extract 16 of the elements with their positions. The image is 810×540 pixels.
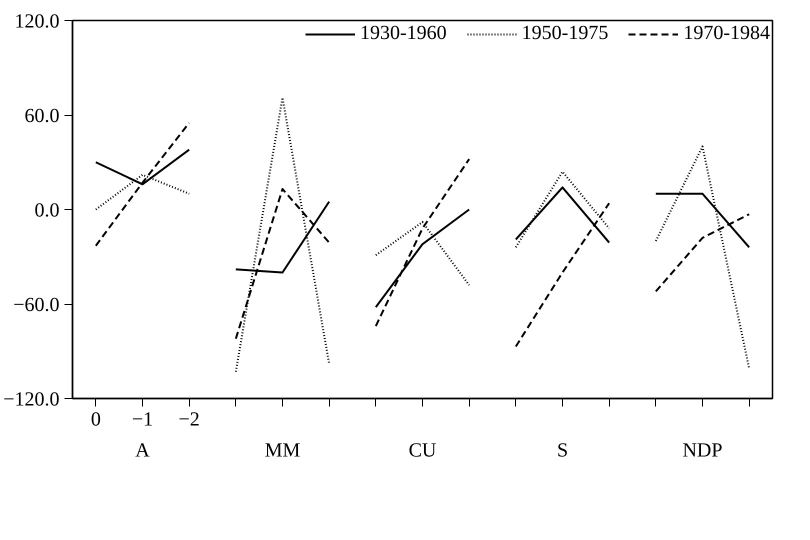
- x-tick-label: 0: [90, 408, 101, 430]
- y-tick-label: −120.0: [3, 388, 60, 410]
- x-tick-label: −2: [178, 408, 200, 430]
- x-tick-label: −1: [132, 408, 154, 430]
- text: CU: [408, 440, 437, 462]
- legend-label: 1930-1960: [360, 22, 447, 45]
- legend-label: 1970-1984: [683, 22, 770, 45]
- y-tick-label: 0.0: [34, 200, 60, 222]
- y-tick-label: 120.0: [14, 10, 60, 32]
- y-tick-label: −60.0: [13, 294, 60, 316]
- text: NDP: [682, 440, 723, 462]
- text: A: [135, 440, 150, 462]
- legend-label: 1950-1975: [522, 22, 608, 45]
- text: MM: [264, 440, 300, 462]
- y-tick-label: 60.0: [24, 105, 60, 127]
- text: S: [556, 440, 568, 462]
